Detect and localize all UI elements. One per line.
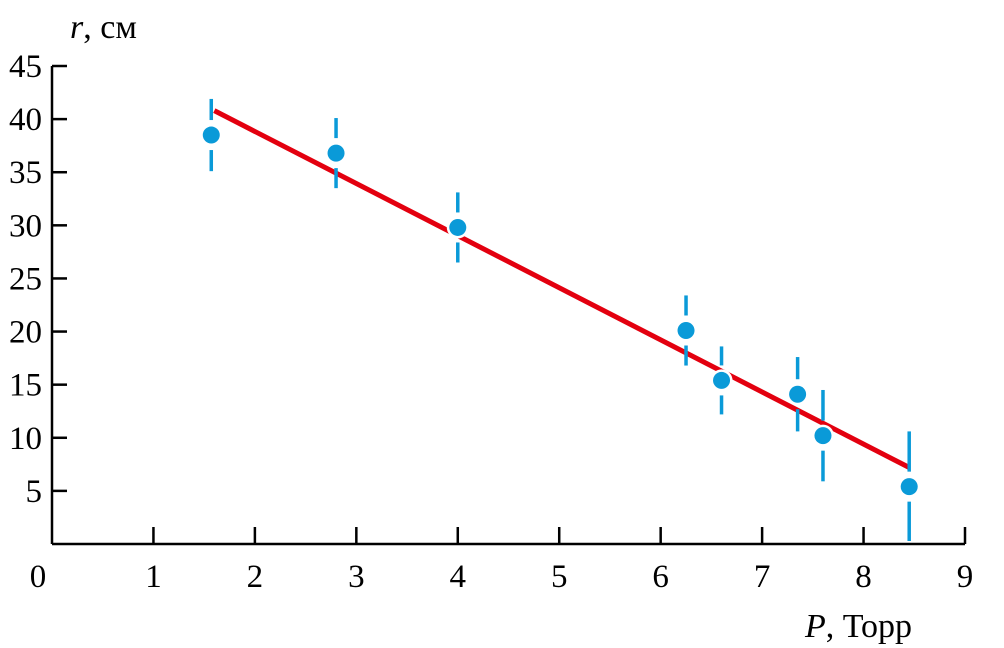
x-tick-label: 4 xyxy=(450,559,467,595)
y-tick-label: 30 xyxy=(9,208,42,244)
y-tick-label: 35 xyxy=(9,155,42,191)
x-axis-var: P xyxy=(804,608,826,645)
data-point-group xyxy=(786,357,809,432)
y-tick-label: 10 xyxy=(9,421,42,457)
data-point xyxy=(677,321,695,339)
data-point xyxy=(814,427,832,445)
y-axis-unit: , см xyxy=(83,9,137,46)
data-point-group xyxy=(325,118,348,189)
data-point-group xyxy=(811,389,834,482)
data-point xyxy=(713,371,731,389)
data-point xyxy=(202,126,220,144)
x-tick-label: 9 xyxy=(957,559,974,595)
y-tick-label: 15 xyxy=(9,368,42,404)
data-point xyxy=(789,385,807,403)
fit-line-group xyxy=(213,108,911,470)
data-point-group xyxy=(446,192,469,263)
y-axis-var: r xyxy=(70,9,84,46)
y-tick-label: 45 xyxy=(9,49,42,85)
data-point xyxy=(900,478,918,496)
x-tick-label: 3 xyxy=(348,559,365,595)
x-tick-label: 6 xyxy=(652,559,669,595)
x-tick-label: 7 xyxy=(754,559,771,595)
x-tick-label: 5 xyxy=(551,559,568,595)
x-axis-label: P, Торр xyxy=(804,608,912,645)
fit-line xyxy=(213,108,911,470)
data-point-group xyxy=(200,98,223,172)
data-point xyxy=(449,218,467,236)
y-tick-label: 5 xyxy=(26,474,43,510)
x-tick-label: 0 xyxy=(30,559,47,595)
y-tick-label: 25 xyxy=(9,261,42,297)
data-point-group xyxy=(898,431,921,541)
data-point-group xyxy=(710,346,733,415)
data-points xyxy=(200,98,921,541)
x-axis-unit: , Торр xyxy=(826,608,912,645)
y-tick-label: 20 xyxy=(9,315,42,351)
y-axis-label: r, см xyxy=(70,9,137,46)
x-tick-label: 1 xyxy=(145,559,162,595)
x-tick-label: 8 xyxy=(855,559,872,595)
axes xyxy=(50,66,965,546)
data-point xyxy=(327,144,345,162)
x-tick-label: 2 xyxy=(247,559,264,595)
y-tick-label: 40 xyxy=(9,102,42,138)
data-point-group xyxy=(675,295,698,366)
